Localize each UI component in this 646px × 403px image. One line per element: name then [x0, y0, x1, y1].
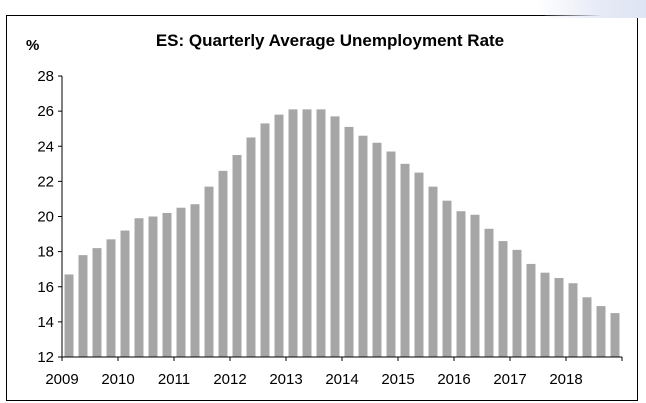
x-tick-label: 2009 [45, 371, 78, 388]
unit-label: % [26, 37, 39, 54]
bar [232, 155, 242, 357]
bar [358, 135, 368, 357]
x-tick-label: 2018 [549, 371, 582, 388]
bar [162, 212, 172, 357]
bar [372, 142, 382, 357]
bar [288, 109, 298, 358]
bar [106, 239, 116, 357]
bar [456, 211, 466, 357]
bar [316, 109, 326, 358]
bar [596, 306, 606, 357]
bar [148, 216, 158, 357]
bar [218, 170, 228, 357]
y-tick-label: 22 [37, 173, 54, 190]
bar [610, 313, 620, 357]
bar [442, 200, 452, 357]
chart-title: ES: Quarterly Average Unemployment Rate [156, 31, 504, 50]
y-tick-label: 18 [37, 244, 54, 261]
bar [540, 272, 550, 357]
bar [400, 163, 410, 357]
x-tick-label: 2010 [101, 371, 134, 388]
decorative-corner [536, 0, 646, 18]
x-tick-label: 2017 [493, 371, 526, 388]
bar [190, 204, 200, 357]
bar [120, 230, 130, 357]
axes [61, 76, 622, 358]
y-tick-label: 16 [37, 279, 54, 296]
bar [512, 249, 522, 357]
bars [64, 109, 620, 358]
bar [582, 297, 592, 357]
bar [274, 114, 284, 357]
bar [330, 116, 340, 357]
y-tick-label: 20 [37, 209, 54, 226]
y-axis-ticks: 12 14 16 18 20 22 24 26 28 [37, 68, 62, 366]
bar [302, 109, 312, 358]
x-tick-label: 2016 [437, 371, 470, 388]
y-tick-label: 26 [37, 103, 54, 120]
bar [470, 214, 480, 357]
bar [554, 277, 564, 357]
bar [134, 218, 144, 357]
bar [78, 255, 88, 357]
bar [64, 274, 74, 357]
bar [526, 263, 536, 357]
bar [568, 283, 578, 357]
bar [176, 207, 186, 357]
x-tick-label: 2015 [381, 371, 414, 388]
bar [246, 137, 256, 357]
x-tick-label: 2011 [158, 371, 190, 388]
x-tick-label: 2014 [325, 371, 358, 388]
bar [414, 172, 424, 357]
y-tick-label: 14 [37, 314, 54, 331]
x-tick-label: 2012 [213, 371, 246, 388]
bar [498, 241, 508, 357]
bar [386, 151, 396, 357]
bar [260, 123, 270, 357]
y-tick-label: 28 [37, 68, 54, 85]
x-tick-label: 2013 [269, 371, 302, 388]
bar [344, 126, 354, 358]
bar [484, 228, 494, 357]
bar [204, 186, 214, 357]
bar [428, 186, 438, 357]
y-tick-label: 24 [37, 138, 54, 155]
x-axis-ticks: 2009 2010 2011 2012 2013 2014 2015 2016 2017 2018 [45, 357, 623, 388]
bar [92, 248, 102, 357]
y-tick-label: 12 [37, 349, 54, 366]
